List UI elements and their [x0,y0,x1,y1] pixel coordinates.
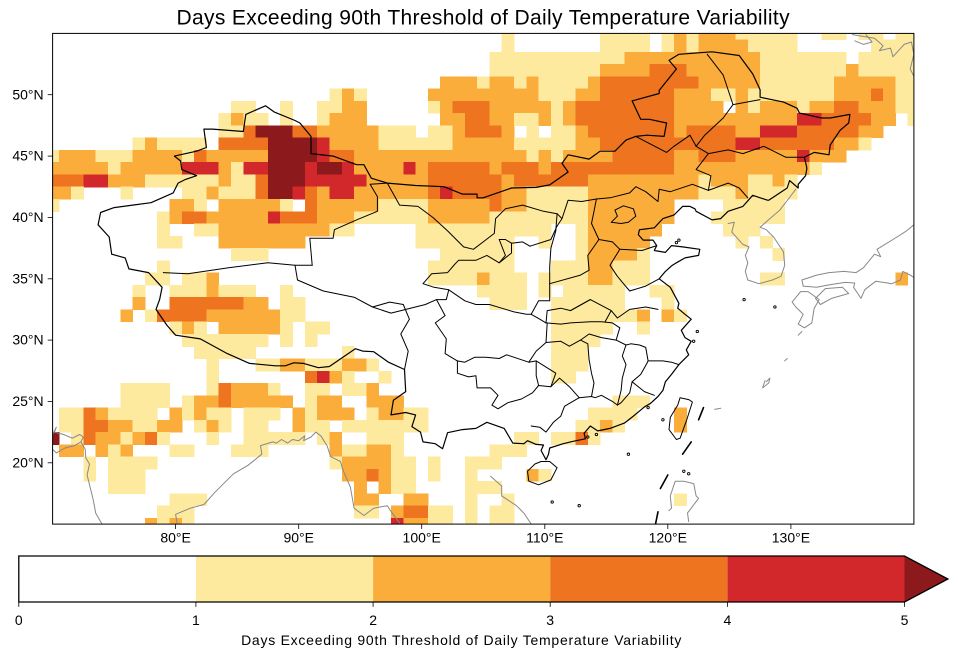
svg-text:50°N: 50°N [12,86,43,102]
svg-text:40°N: 40°N [12,209,43,225]
svg-text:4: 4 [724,612,732,628]
svg-text:0: 0 [15,612,23,628]
svg-text:45°N: 45°N [12,148,43,164]
svg-text:25°N: 25°N [12,393,43,409]
svg-text:Days Exceeding 90th Threshold: Days Exceeding 90th Threshold of Daily T… [241,632,682,648]
svg-text:35°N: 35°N [12,270,43,286]
svg-text:5: 5 [901,612,909,628]
svg-text:120°E: 120°E [649,530,687,546]
svg-text:20°N: 20°N [12,454,43,470]
svg-text:130°E: 130°E [772,530,810,546]
svg-text:3: 3 [546,612,554,628]
svg-text:110°E: 110°E [526,530,563,546]
svg-text:90°E: 90°E [283,530,314,546]
svg-text:30°N: 30°N [12,332,43,348]
svg-text:1: 1 [192,612,200,628]
svg-text:80°E: 80°E [160,530,191,546]
svg-text:100°E: 100°E [403,530,441,546]
svg-text:2: 2 [369,612,377,628]
svg-text:Days Exceeding 90th Threshold: Days Exceeding 90th Threshold of Daily T… [176,7,790,30]
